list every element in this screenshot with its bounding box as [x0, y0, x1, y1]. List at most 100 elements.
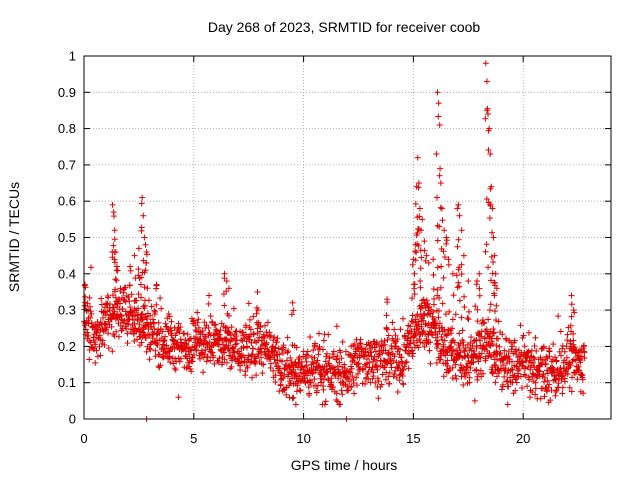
y-tick-label: 0.3: [58, 303, 76, 318]
data-point: [416, 213, 423, 220]
data-point: [151, 325, 158, 332]
peak-point: [109, 201, 116, 208]
data-point: [126, 298, 133, 305]
data-point: [437, 284, 444, 291]
data-point: [212, 321, 219, 328]
data-point: [127, 267, 134, 274]
data-point: [115, 333, 122, 340]
data-point: [271, 356, 278, 363]
peak-point: [455, 201, 462, 208]
data-point: [112, 286, 119, 293]
data-point: [244, 356, 251, 363]
data-point: [476, 285, 483, 292]
data-point: [581, 342, 588, 349]
data-point: [362, 363, 369, 370]
data-point: [434, 222, 441, 229]
low-point: [292, 401, 299, 408]
data-point: [493, 342, 500, 349]
data-point: [190, 317, 197, 324]
data-point: [81, 282, 88, 289]
peak-point: [437, 180, 444, 187]
data-point: [111, 332, 118, 339]
data-point: [248, 339, 255, 346]
data-point: [563, 343, 570, 350]
data-point: [372, 379, 379, 386]
data-point: [111, 308, 118, 315]
data-point: [391, 371, 398, 378]
data-point: [186, 351, 193, 358]
data-point: [461, 354, 468, 361]
data-point: [434, 264, 441, 271]
data-point: [146, 345, 153, 352]
data-point: [440, 274, 447, 281]
data-point: [207, 313, 214, 320]
data-point: [186, 363, 193, 370]
data-point: [417, 278, 424, 285]
data-point: [464, 315, 471, 322]
data-point: [375, 378, 382, 385]
peak-point: [476, 270, 483, 277]
data-point: [142, 314, 149, 321]
data-point: [177, 355, 184, 362]
data-point: [438, 347, 445, 354]
peak-point: [111, 227, 118, 234]
data-point: [456, 345, 463, 352]
data-point: [391, 326, 398, 333]
data-point: [567, 362, 574, 369]
data-point: [85, 332, 92, 339]
data-point: [268, 332, 275, 339]
data-point: [462, 373, 469, 380]
data-point: [473, 281, 480, 288]
data-point: [392, 332, 399, 339]
data-point: [307, 379, 314, 386]
data-point: [460, 381, 467, 388]
data-point: [565, 365, 572, 372]
data-point: [517, 322, 524, 329]
data-point: [379, 371, 386, 378]
data-point: [467, 364, 474, 371]
data-point: [456, 297, 463, 304]
data-point: [527, 366, 534, 373]
data-point: [93, 347, 100, 354]
data-point: [140, 303, 147, 310]
data-point: [552, 354, 559, 361]
data-point: [138, 311, 145, 318]
data-point: [153, 340, 160, 347]
data-point: [487, 328, 494, 335]
data-point: [575, 363, 582, 370]
data-point: [438, 263, 445, 270]
data-point: [264, 319, 271, 326]
data-point: [320, 386, 327, 393]
data-point: [532, 385, 539, 392]
data-point: [405, 365, 412, 372]
data-point: [296, 387, 303, 394]
data-point: [361, 380, 368, 387]
data-point: [373, 363, 380, 370]
data-point: [386, 369, 393, 376]
peak-point: [487, 151, 494, 158]
y-tick-label: 0.8: [58, 121, 76, 136]
data-point: [568, 388, 575, 395]
data-point: [272, 378, 279, 385]
data-point: [419, 304, 426, 311]
data-point: [492, 362, 499, 369]
data-points: [81, 60, 588, 422]
data-point: [396, 346, 403, 353]
data-point: [449, 364, 456, 371]
data-point: [310, 360, 317, 367]
peak-point: [492, 270, 499, 277]
data-point: [82, 299, 89, 306]
data-point: [245, 356, 252, 363]
data-point: [504, 370, 511, 377]
peak-point: [112, 249, 119, 256]
data-point: [103, 324, 110, 331]
y-tick-label: 0.9: [58, 85, 76, 100]
data-point: [412, 248, 419, 255]
y-axis-label: SRMTID / TECUs: [6, 182, 22, 292]
data-point: [141, 297, 148, 304]
data-point: [544, 388, 551, 395]
data-point: [455, 236, 462, 243]
data-point: [201, 351, 208, 358]
data-point: [430, 301, 437, 308]
data-point: [421, 343, 428, 350]
